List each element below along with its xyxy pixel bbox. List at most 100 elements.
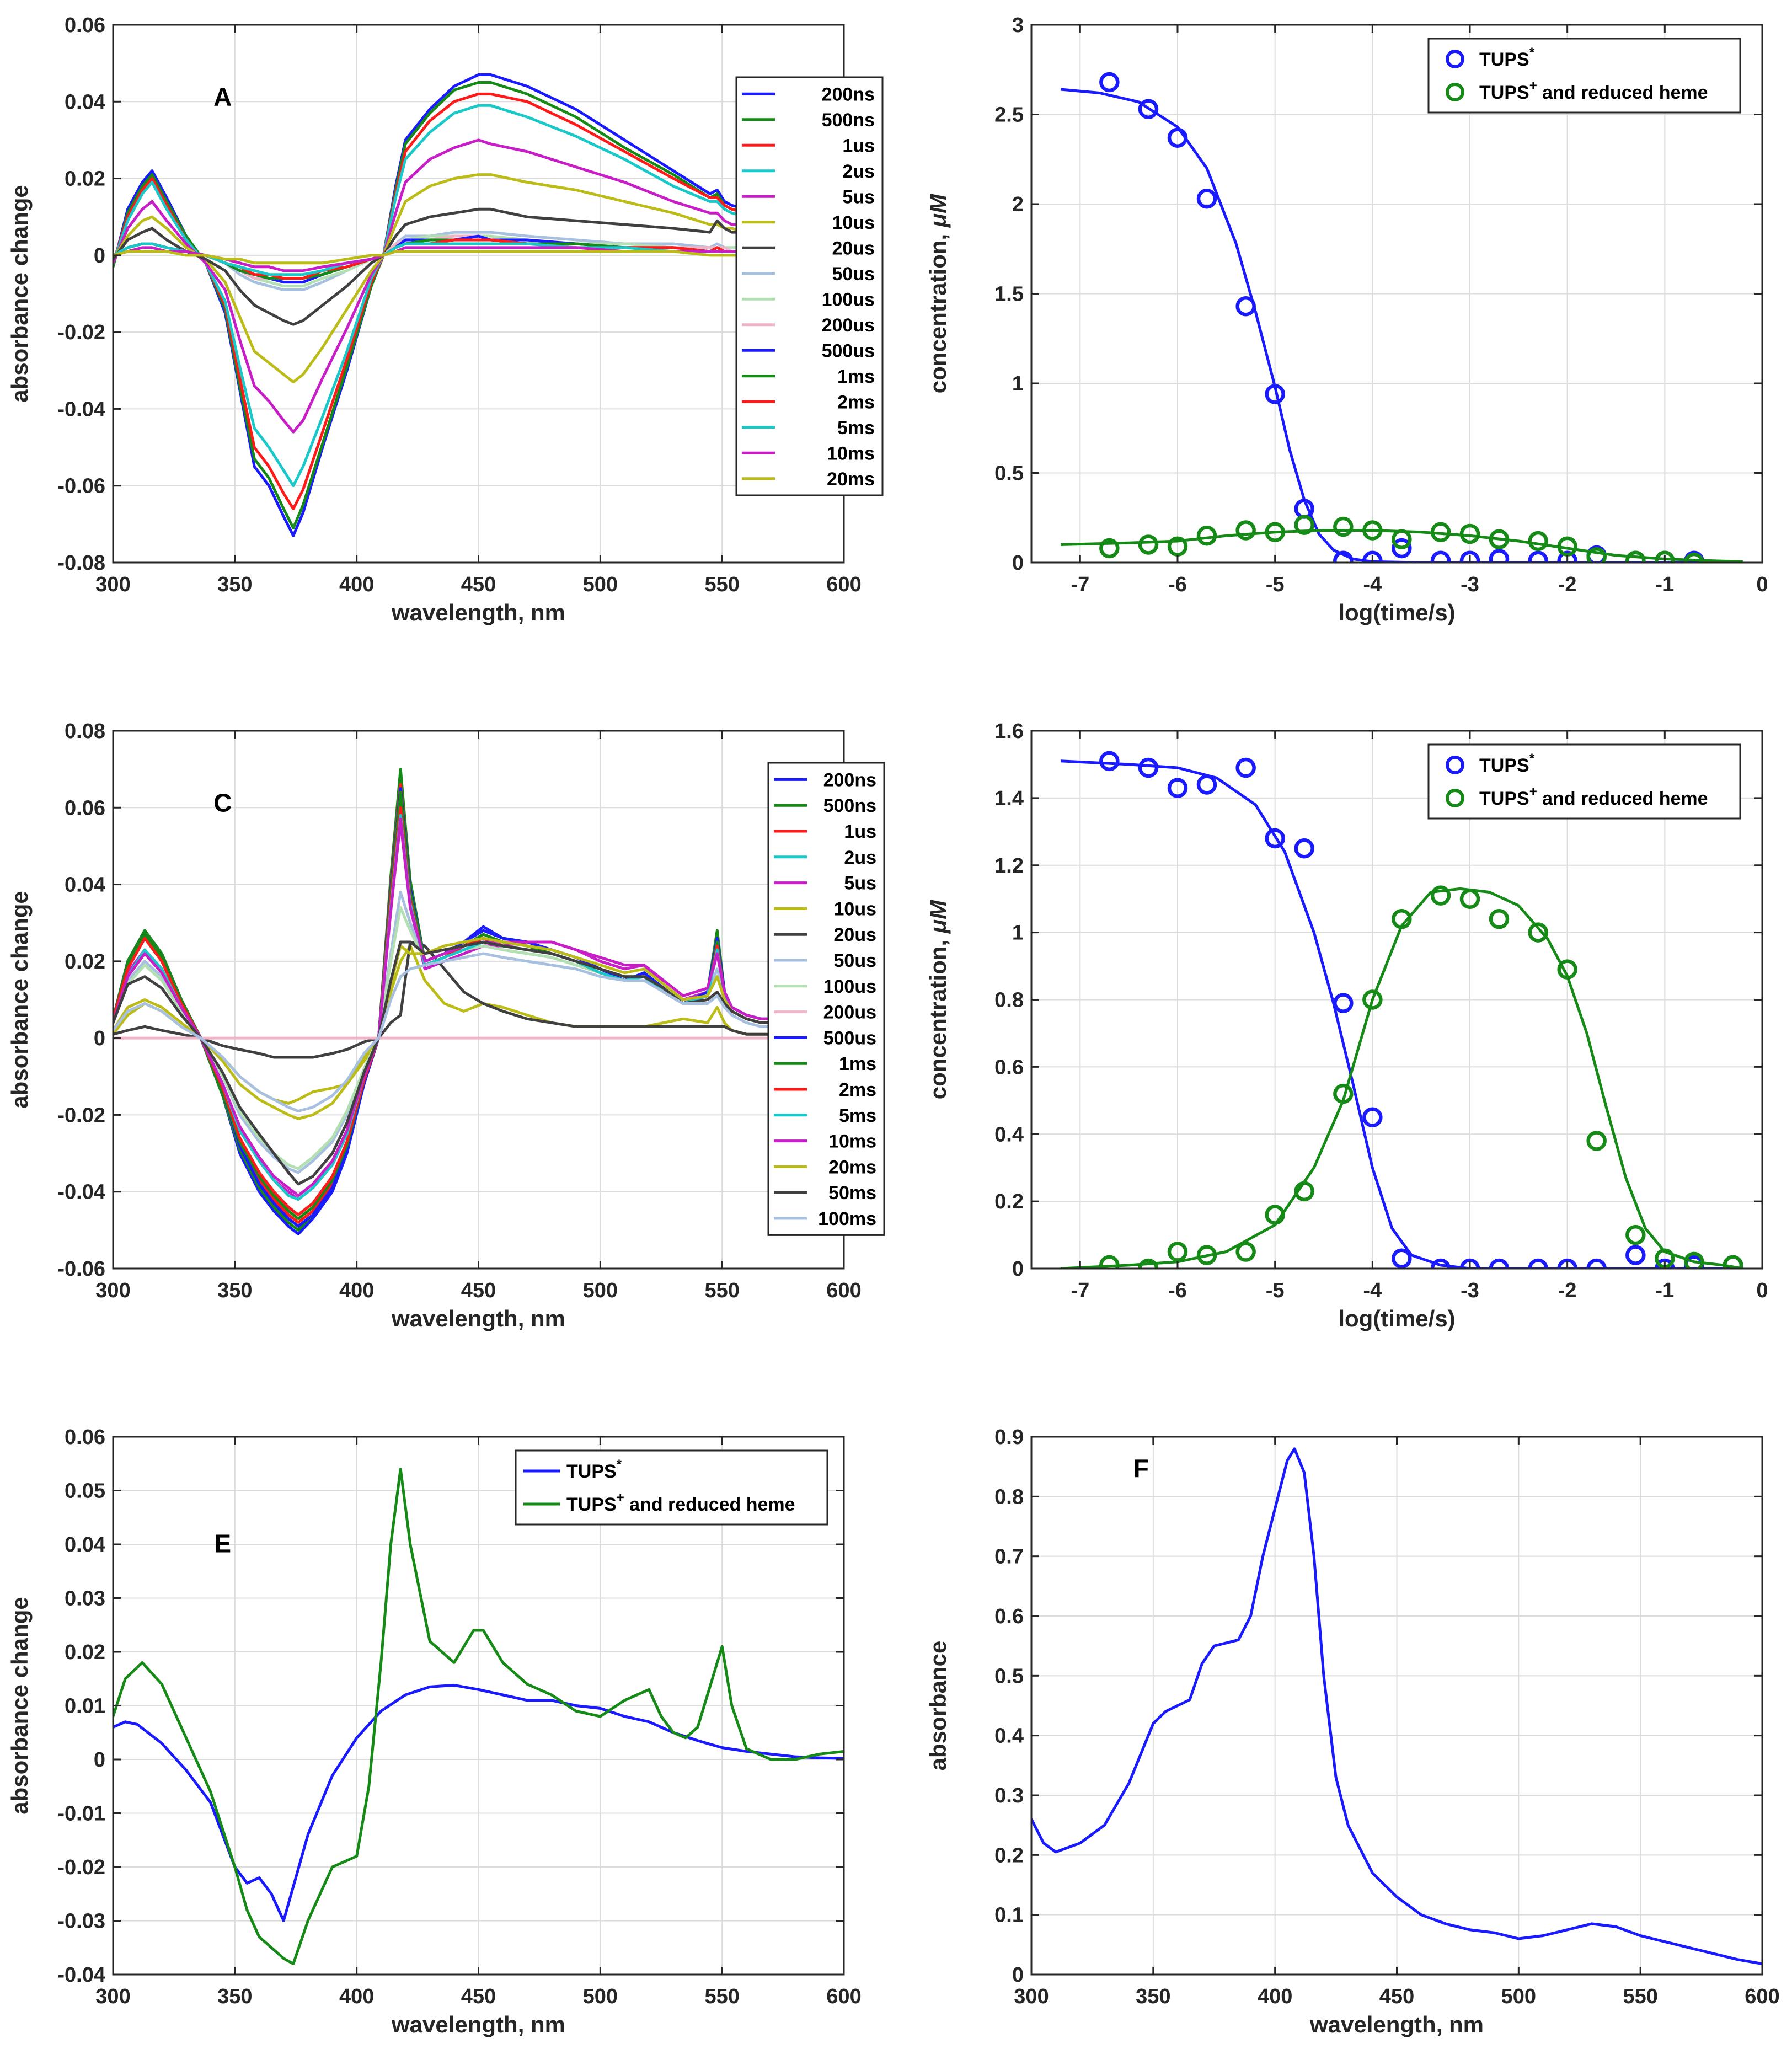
x-axis-label: wavelength, nm [391,600,565,625]
x-axis-label: wavelength, nm [391,1306,565,1331]
x-tick-label: 500 [583,573,618,596]
data-point-b-0 [1557,550,1577,563]
data-point-b-1 [1528,531,1548,552]
data-point-b-0 [1138,99,1159,119]
x-tick-label: 400 [339,1279,374,1302]
data-layer [1060,751,1743,1269]
x-tick-label: 600 [826,573,861,596]
y-tick-label: -0.02 [57,1104,105,1127]
legend-label: 500ns [823,795,876,816]
y-axis-label: absorbance change [7,185,33,402]
data-point-b-1 [1557,536,1577,557]
legend-label-name: TUPS [1479,82,1529,103]
y-tick-label: 0.05 [65,1480,105,1503]
y-tick-label: -0.02 [57,321,105,344]
legend-label: 100ms [818,1208,876,1229]
y-tick-label: 0.9 [994,1426,1024,1449]
data-point-d-0 [1138,757,1159,778]
x-tick-label: -5 [1266,573,1285,596]
data-layer [113,73,785,537]
legend-label: 5us [842,186,875,207]
y-tick-label: 0.8 [994,1485,1024,1508]
legend-label: 10us [832,212,875,233]
data-point-d-0 [1265,828,1285,849]
data-point-b-1 [1430,522,1451,542]
y-axis-label-main: concentration, [925,933,951,1099]
legend-label: 5ms [837,418,875,438]
data-point-d-1 [1430,885,1451,906]
legend-marker [1446,789,1464,807]
y-tick-label: 0.03 [65,1587,105,1611]
y-tick-label: 1.5 [994,283,1024,306]
y-tick-label: 0 [1012,1964,1024,1987]
legend-label: 1us [844,821,876,842]
data-point-b-1 [1196,526,1217,546]
series-line-c-6 [113,940,785,1059]
x-tick-label: -4 [1363,1279,1382,1302]
data-point-b-1 [1655,550,1675,563]
legend-label: 200ns [822,84,875,105]
data-point-d-1 [1586,1131,1607,1151]
x-tick-label: 300 [95,1279,130,1302]
x-tick-label: -3 [1461,573,1479,596]
x-axis-label: wavelength, nm [391,2011,565,2037]
x-tick-label: 500 [1501,1985,1536,2008]
legend-box [515,1449,828,1526]
y-tick-label: 0.08 [65,720,105,743]
data-point-b-1 [1625,550,1646,563]
y-tick-label: 0.7 [994,1545,1024,1569]
legend-label: 500us [823,1028,876,1048]
data-point-b-0 [1392,538,1412,559]
series-line-c-16 [113,940,785,1186]
data-point-d-1 [1459,889,1480,909]
y-tick-label: 0 [1012,552,1024,575]
y-tick-label: 0.6 [994,1605,1024,1628]
y-tick-label: 0.01 [65,1695,105,1718]
legend-label-suffix: and reduced heme [1537,788,1708,809]
data-point-d-0 [1489,1258,1510,1269]
data-point-d-0 [1459,1258,1480,1269]
x-tick-label: 450 [1379,1985,1414,2008]
y-axis-label-unit: μM [925,900,951,934]
legend-label-suffix: and reduced heme [624,1494,795,1515]
y-tick-label: 0.5 [994,1665,1024,1688]
legend-label: 200ns [823,769,876,790]
legend-label: 5ms [839,1105,876,1126]
fit-line-b-1 [1060,529,1743,563]
data-point-b-0 [1265,384,1285,404]
y-tick-label: 1 [1012,922,1024,945]
x-tick-label: -2 [1558,1279,1577,1302]
data-point-d-1 [1099,1255,1120,1269]
legend-label: 1ms [837,366,875,387]
y-tick-label: 0 [1012,1258,1024,1281]
legend-label-sup: * [1529,751,1535,766]
y-tick-label: 0 [94,1027,105,1050]
legend-label: 1ms [839,1053,876,1074]
legend-label: 1us [842,135,875,156]
data-point-d-1 [1723,1255,1743,1269]
legend-label: 20ms [828,1157,876,1178]
y-tick-label: 0.06 [65,1426,105,1449]
legend-label: 20us [832,238,875,259]
x-axis-label: wavelength, nm [1309,2011,1484,2037]
y-tick-label: -0.06 [57,1258,105,1281]
x-tick-label: 600 [826,1279,861,1302]
y-tick-label: 0.3 [994,1784,1024,1807]
x-tick-label: 550 [704,1279,739,1302]
x-tick-label: -2 [1558,573,1577,596]
y-tick-label: 1 [1012,372,1024,395]
y-tick-label: 0.5 [994,462,1024,485]
data-point-d-0 [1392,1248,1412,1269]
legend-label-name: TUPS [1479,788,1529,809]
data-point-d-1 [1196,1245,1217,1265]
data-point-d-1 [1362,989,1383,1010]
x-tick-label: 550 [1623,1985,1657,2008]
y-tick-label: 0.04 [65,90,105,114]
x-tick-label: 0 [1756,573,1768,596]
data-point-d-0 [1430,1258,1451,1269]
legend-label-name: TUPS [566,1494,617,1515]
legend-label: 20us [834,924,877,945]
panel-label: C [213,788,232,817]
data-point-d-0 [1586,1258,1607,1269]
x-tick-label: -7 [1071,1279,1089,1302]
